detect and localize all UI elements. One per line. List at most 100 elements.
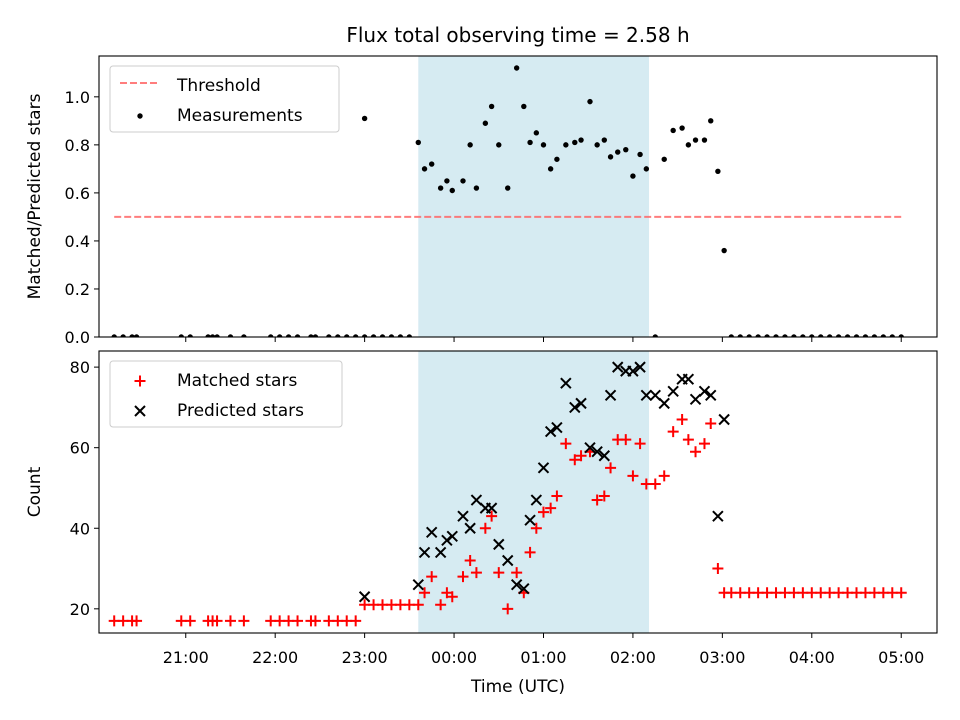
measurements-point bbox=[326, 334, 332, 337]
measurements-point bbox=[473, 185, 480, 191]
chart-title: Flux total observing time = 2.58 h bbox=[346, 23, 689, 47]
y-tick-label: 0.0 bbox=[65, 328, 90, 347]
predicted-stars-point bbox=[518, 582, 530, 595]
matched-stars-point bbox=[426, 571, 438, 583]
predicted-stars-point bbox=[640, 389, 653, 402]
predicted-stars-point bbox=[510, 578, 523, 591]
predicted-stars-point bbox=[604, 389, 617, 402]
predicted-stars-point bbox=[434, 546, 447, 559]
measurements-point bbox=[554, 156, 560, 162]
measurements-point bbox=[312, 334, 319, 337]
predicted-stars-point bbox=[358, 591, 371, 603]
measurements-point bbox=[352, 334, 359, 337]
measurements-point bbox=[397, 334, 404, 337]
predicted-stars-point bbox=[446, 530, 458, 543]
matched-stars-point bbox=[705, 418, 717, 430]
matched-stars-point bbox=[412, 599, 424, 611]
matched-stars-point bbox=[698, 438, 710, 450]
predicted-stars-point bbox=[598, 450, 611, 462]
measurements-point bbox=[746, 334, 752, 337]
shaded-region bbox=[418, 351, 650, 633]
x-tick-label: 00:00 bbox=[431, 648, 477, 667]
y-tick-label: 0.6 bbox=[65, 184, 90, 203]
predicted-stars-point bbox=[682, 373, 695, 385]
measurements-point bbox=[370, 334, 377, 337]
measurements-point bbox=[630, 173, 636, 179]
measurements-point bbox=[800, 334, 806, 337]
measurements-point bbox=[572, 139, 578, 146]
measurements-point bbox=[527, 139, 533, 146]
matched-stars-point bbox=[634, 438, 646, 450]
measurements-point bbox=[187, 334, 193, 337]
predicted-stars-point bbox=[591, 446, 603, 458]
predicted-stars-point bbox=[569, 401, 581, 414]
measurements-point bbox=[344, 334, 350, 337]
matched-stars-point bbox=[211, 615, 223, 627]
matched-stars-point bbox=[479, 522, 491, 534]
matched-stars-point bbox=[620, 434, 632, 446]
measurements-point bbox=[685, 142, 692, 148]
measurements-point bbox=[563, 142, 569, 148]
measurements-point bbox=[308, 334, 314, 337]
matched-stars-point bbox=[545, 502, 557, 514]
matched-stars-point bbox=[470, 567, 482, 579]
measurements-point bbox=[547, 166, 554, 172]
measurements-point bbox=[835, 334, 842, 337]
measurements-point bbox=[379, 334, 386, 337]
matched-stars-point bbox=[712, 563, 724, 575]
measurements-point bbox=[809, 334, 815, 337]
matched-stars-point bbox=[598, 490, 610, 502]
matched-stars-point bbox=[605, 462, 617, 474]
measurements-point bbox=[415, 139, 421, 146]
matched-stars-point bbox=[511, 567, 523, 579]
top-panel: 0.0 0.2 0.4 0.6 0.8 1.0 Matched/Predicted star… bbox=[25, 55, 938, 347]
measurements-point bbox=[764, 334, 770, 337]
y-tick-label: 60 bbox=[70, 439, 90, 458]
legend-box bbox=[109, 360, 343, 428]
measurements-point bbox=[214, 334, 220, 337]
measurements-point bbox=[129, 334, 135, 337]
measurements-point bbox=[728, 334, 735, 337]
measurements-point bbox=[285, 334, 292, 337]
measurements-point bbox=[111, 334, 117, 337]
measurements-point bbox=[444, 178, 450, 184]
predicted-stars-point bbox=[667, 385, 679, 397]
matched-stars-point bbox=[627, 470, 639, 482]
measurements-point bbox=[460, 178, 466, 184]
measurements-point bbox=[120, 334, 126, 337]
x-tick-label: 23:00 bbox=[342, 648, 388, 667]
measurements-point bbox=[670, 127, 676, 134]
predicted-stars-point bbox=[718, 413, 730, 426]
measurements-point bbox=[715, 168, 721, 174]
x-tick-label: 02:00 bbox=[610, 648, 656, 667]
measurements-point bbox=[482, 120, 489, 126]
measurements-point bbox=[643, 166, 650, 172]
measurements-point bbox=[889, 334, 895, 337]
measurements-point bbox=[496, 142, 502, 148]
measurements-point bbox=[844, 334, 851, 337]
y-tick-label: 0.2 bbox=[65, 280, 90, 299]
measurements-point bbox=[505, 185, 511, 191]
measurements-point bbox=[205, 334, 211, 337]
matched-stars-point bbox=[649, 478, 661, 490]
y-tick-label: 40 bbox=[70, 519, 90, 538]
measurements-point bbox=[513, 65, 520, 71]
measurements-point bbox=[406, 334, 413, 337]
predicted-stars-point bbox=[584, 441, 596, 454]
measurements-point bbox=[594, 142, 600, 148]
legend-label: Matched stars bbox=[177, 371, 297, 391]
matched-stars-point bbox=[524, 546, 536, 558]
measurements-point bbox=[421, 166, 428, 172]
matched-stars-point bbox=[419, 587, 431, 599]
matched-stars-point bbox=[350, 615, 362, 627]
predicted-stars-point bbox=[689, 393, 702, 406]
legend-marker bbox=[134, 375, 146, 387]
x-tick-label: 04:00 bbox=[789, 648, 835, 667]
predicted-stars-point bbox=[551, 421, 563, 434]
legend-label: Measurements bbox=[177, 106, 303, 126]
y-tick-label: 1.0 bbox=[65, 88, 90, 107]
matched-stars-point bbox=[184, 615, 196, 627]
measurements-point bbox=[773, 334, 779, 337]
matched-stars-point bbox=[464, 554, 476, 566]
